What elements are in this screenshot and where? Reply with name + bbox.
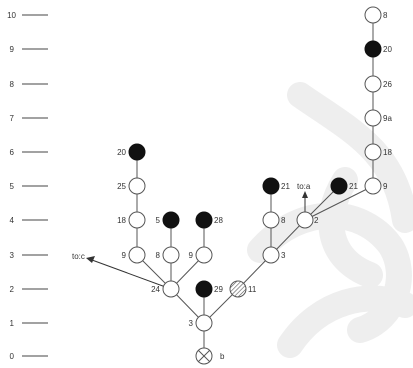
arrow-to-c: to:c [72,252,172,290]
node-label-5: 5 [156,216,161,225]
axis-label-3: 3 [10,251,15,260]
node-label-2: 2 [314,216,319,225]
axis-tick-0: 0 [10,352,48,361]
node-label-9b-left: 9 [189,251,194,260]
node-20-col: 20 [364,40,392,58]
node-21-a: 21 [262,177,290,195]
node-b: b [195,347,225,365]
axis-label-7: 7 [10,114,15,123]
node-label-8-right: 8 [281,216,286,225]
node-label-20-left: 20 [117,148,126,157]
axis-tick-1: 1 [10,319,48,328]
node-11: 11 [229,280,257,298]
node-label-9-left: 9 [122,251,127,260]
axis-tick-2: 2 [10,285,48,294]
axis-label-10: 10 [7,11,16,20]
axis-tick-4: 4 [10,216,48,225]
node-label-11: 11 [248,285,257,294]
node-18-col: 18 [364,143,392,161]
node-label-18-col: 18 [383,148,392,157]
axis-tick-7: 7 [10,114,48,123]
node-5: 5 [156,211,180,229]
node-label-8-top: 8 [383,11,388,20]
node-label-8-left: 8 [156,251,161,260]
node-29: 29 [195,280,223,298]
node-label-21-b: 21 [349,182,358,191]
axis-tick-3: 3 [10,251,48,260]
axis-label-9: 9 [10,45,15,54]
node-21-b: 21 [330,177,358,195]
node-label-b: b [220,352,225,361]
node-label-9-col: 9 [383,182,388,191]
node-9-left: 9 [122,246,146,264]
axis-label-4: 4 [10,216,15,225]
arrow-label-to-a: to:a [297,182,311,191]
axis-label-2: 2 [10,285,15,294]
axis-label-8: 8 [10,80,15,89]
axis-tick-8: 8 [10,80,48,89]
node-label-25: 25 [117,182,126,191]
node-label-3: 3 [189,319,194,328]
node-18-left: 18 [117,211,146,229]
node-26: 26 [364,75,392,93]
node-8-top: 8 [364,6,388,24]
node-3: 3 [189,314,213,332]
node-label-28: 28 [214,216,223,225]
node-25: 25 [117,177,146,195]
node-label-24: 24 [151,285,160,294]
node-9b-left: 9 [189,246,213,264]
node-label-21-a: 21 [281,182,290,191]
axis-tick-9: 9 [10,45,48,54]
node-9a-col: 9a [364,109,392,127]
axis-label-1: 1 [10,319,15,328]
node-label-26: 26 [383,80,392,89]
node-3-right: 3 [262,246,286,264]
axis-tick-5: 5 [10,182,48,191]
node-28: 28 [195,211,223,229]
edge-2-9col [304,185,374,221]
node-label-20-col: 20 [383,45,392,54]
level-axis: 0 1 2 3 4 5 6 7 8 9 10 [7,11,48,361]
node-label-3-right: 3 [281,251,286,260]
node-label-18-left: 18 [117,216,126,225]
axis-label-6: 6 [10,148,15,157]
node-9-col: 9 [364,177,388,195]
node-20-left: 20 [117,143,146,161]
node-label-9a-col: 9a [383,114,392,123]
node-8-left: 8 [156,246,180,264]
node-label-29: 29 [214,285,223,294]
axis-tick-6: 6 [10,148,48,157]
axis-label-5: 5 [10,182,15,191]
node-8-right: 8 [262,211,286,229]
node-2: 2 [296,211,319,229]
axis-tick-10: 10 [7,11,48,20]
arrow-label-to-c: to:c [72,252,85,261]
node-24: 24 [151,280,180,298]
axis-label-0: 0 [10,352,15,361]
